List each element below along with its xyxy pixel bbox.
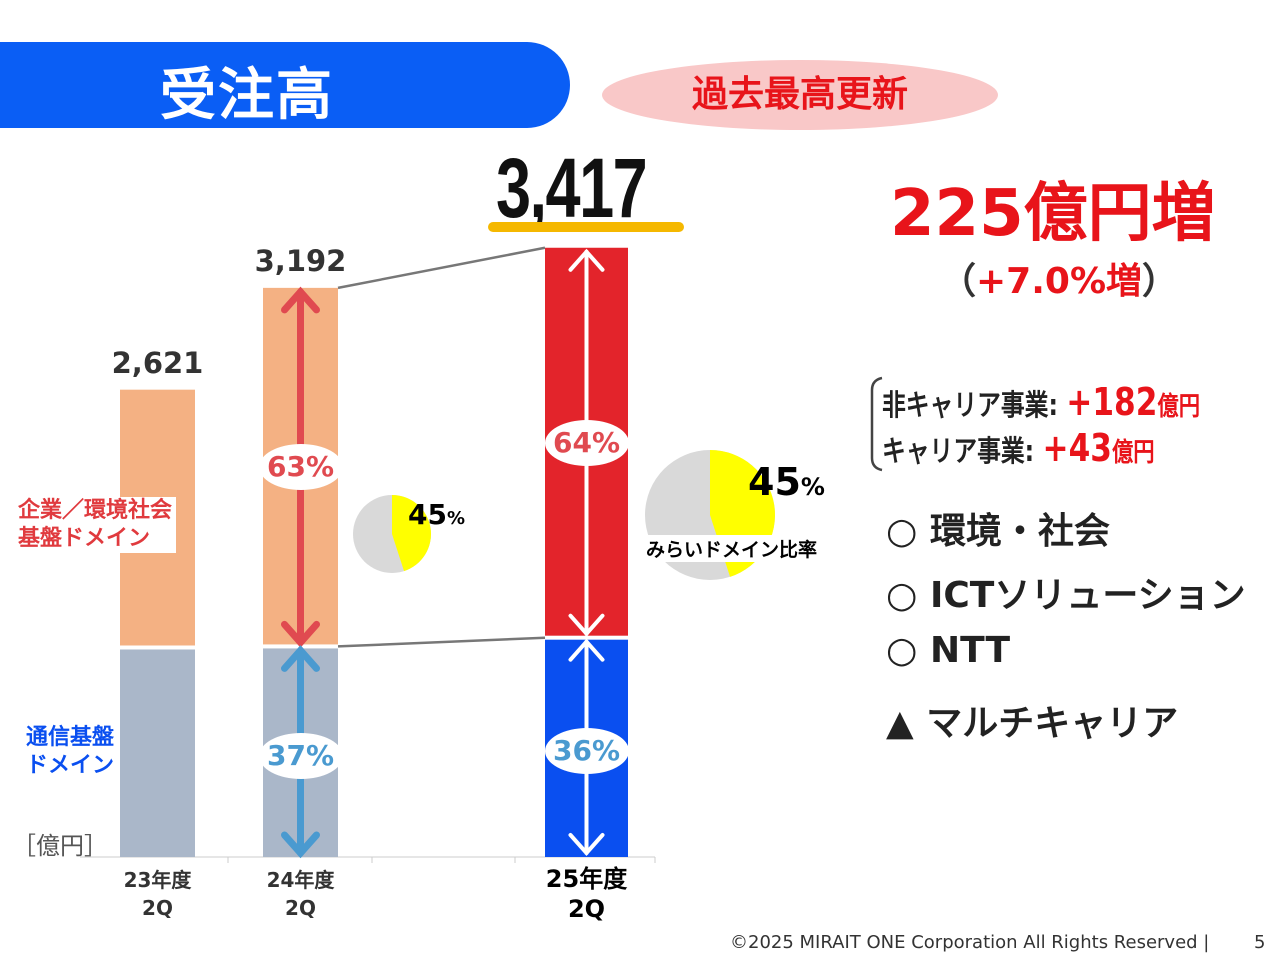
x-tick-label: 2Q — [142, 896, 173, 920]
connector-top — [337, 246, 546, 290]
lower-arrow-head — [568, 833, 605, 857]
upper-arrow-head — [568, 248, 605, 272]
lower-arrow-head — [281, 645, 320, 672]
record-badge: 過去最高更新 — [602, 60, 998, 130]
pie-24-slice — [392, 495, 431, 572]
pie-label-24: 45% — [408, 498, 466, 531]
upper-arrow-head — [281, 620, 320, 648]
bar-segment-lower — [120, 649, 195, 857]
x-tick-label: 2Q — [567, 895, 606, 923]
category-label: 25年度 2Q — [527, 864, 647, 924]
page-title: 受注高 — [160, 63, 334, 128]
total-value: 3,417 — [496, 141, 648, 235]
percent-label: 64% — [544, 419, 629, 466]
pie-caption: みらいドメイン比率 — [646, 535, 818, 562]
label-line: 基盤ドメイン — [18, 526, 151, 551]
lower-arrow-head — [568, 638, 605, 662]
upper-arrow-head — [568, 613, 605, 637]
list-item: ○ ICTソリューション — [886, 575, 1246, 616]
percent-label: 37% — [258, 732, 343, 779]
x-tick-label: 24年度 — [266, 868, 335, 892]
x-tick-label: 2Q — [285, 896, 316, 920]
increase-percent: （+7.0%増） — [940, 261, 1179, 302]
x-tick-label: 23年度 — [123, 868, 192, 892]
lower-series-label: 通信基盤 ドメイン — [26, 724, 119, 780]
bar-chart — [80, 246, 775, 863]
x-tick-label: 25年度 — [545, 865, 628, 893]
page-number: 5 — [1254, 932, 1266, 953]
lower-arrow-head — [281, 831, 320, 859]
list-item: ○ NTT — [886, 630, 1011, 671]
copyright: ©2025 MIRAIT ONE Corporation All Rights … — [730, 932, 1210, 953]
category-label: 24年度 2Q — [241, 866, 361, 922]
percent-label: 36% — [544, 728, 629, 775]
upper-series-label: 企業／環境社会 基盤ドメイン — [18, 497, 177, 553]
unit-label: ［億円］ — [12, 832, 108, 860]
list-item: ▲ マルチキャリア — [886, 703, 1179, 744]
bracket — [870, 376, 883, 472]
label-line: 企業／環境社会 — [18, 498, 173, 523]
list-item: ○ 環境・社会 — [886, 511, 1110, 552]
pie-label-25: 45% — [748, 460, 825, 504]
category-label: 23年度 2Q — [98, 866, 218, 922]
breakdown-row: キャリア事業: +43億円 — [882, 426, 1155, 470]
total-underline — [488, 222, 684, 232]
label-line: 通信基盤 — [26, 725, 115, 750]
connector-split — [337, 636, 546, 648]
total-label: 3,192 — [254, 243, 347, 278]
total-label: 2,621 — [111, 345, 204, 380]
title-band — [0, 42, 570, 128]
percent-label: 63% — [258, 444, 343, 491]
breakdown-row: 非キャリア事業: +182億円 — [882, 380, 1201, 424]
upper-arrow-head — [281, 286, 320, 314]
label-line: ドメイン — [26, 753, 115, 778]
increase-amount: 225億円増 — [890, 177, 1216, 251]
